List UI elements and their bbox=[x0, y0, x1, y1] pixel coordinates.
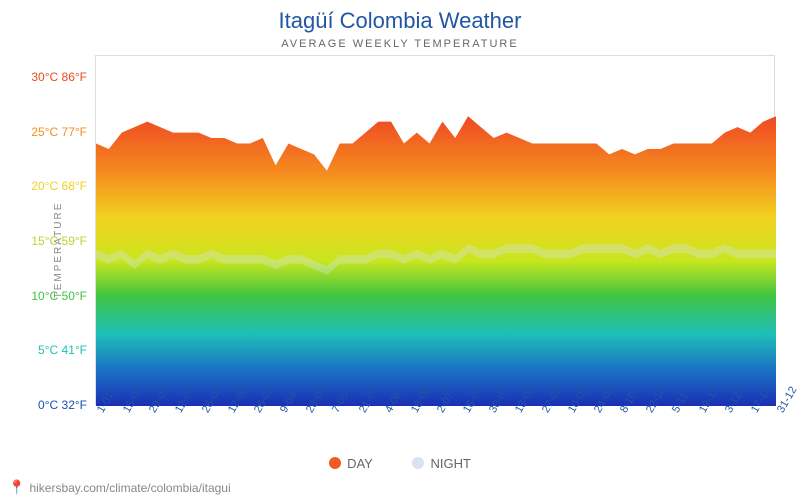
y-tick: 30°C 86°F bbox=[31, 70, 87, 84]
pin-icon: 📍 bbox=[8, 479, 25, 496]
chart-area: 0°C 32°F5°C 41°F10°C 50°F15°C 59°F20°C 6… bbox=[95, 55, 775, 405]
chart-subtitle: AVERAGE WEEKLY TEMPERATURE bbox=[0, 34, 800, 50]
footer: 📍 hikersbay.com/climate/colombia/itagui bbox=[8, 479, 231, 496]
y-tick: 15°C 59°F bbox=[31, 234, 87, 248]
legend-night: NIGHT bbox=[412, 456, 470, 471]
x-tick: 31-12 bbox=[775, 385, 799, 415]
chart-svg bbox=[96, 56, 776, 406]
y-tick: 10°C 50°F bbox=[31, 289, 87, 303]
legend-day: DAY bbox=[329, 456, 373, 471]
legend-night-dot bbox=[412, 457, 424, 469]
legend-day-dot bbox=[329, 457, 341, 469]
plot-area bbox=[95, 55, 775, 405]
y-tick: 5°C 41°F bbox=[38, 343, 87, 357]
y-tick: 0°C 32°F bbox=[38, 398, 87, 412]
y-axis-label: TEMPERATURE bbox=[53, 202, 64, 299]
legend: DAY NIGHT bbox=[0, 456, 800, 473]
footer-url: hikersbay.com/climate/colombia/itagui bbox=[29, 481, 230, 495]
legend-day-label: DAY bbox=[347, 456, 373, 471]
y-tick: 20°C 68°F bbox=[31, 179, 87, 193]
weather-chart-container: Itagüí Colombia Weather AVERAGE WEEKLY T… bbox=[0, 0, 800, 500]
legend-night-label: NIGHT bbox=[430, 456, 470, 471]
chart-title: Itagüí Colombia Weather bbox=[0, 0, 800, 34]
y-tick: 25°C 77°F bbox=[31, 125, 87, 139]
